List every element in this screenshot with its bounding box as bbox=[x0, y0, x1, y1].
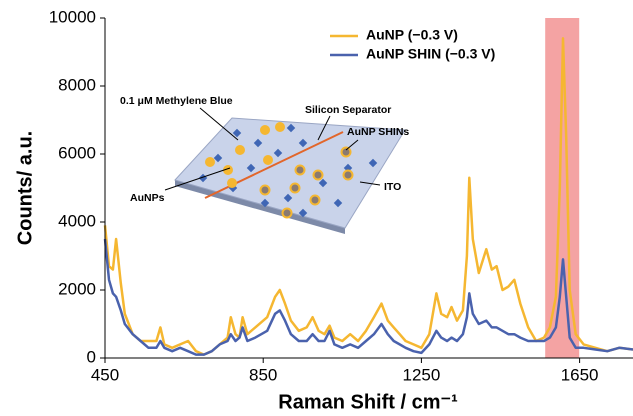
series-line bbox=[103, 37, 633, 356]
y-tick-label: 10000 bbox=[49, 7, 96, 26]
inset-label: AuNP SHINs bbox=[347, 126, 409, 138]
x-tick-label: 450 bbox=[91, 365, 119, 384]
x-tick-label: 1250 bbox=[402, 365, 440, 384]
separator bbox=[204, 131, 344, 199]
substrate-edge bbox=[175, 180, 345, 234]
y-tick-label: 8000 bbox=[58, 75, 96, 94]
nanoparticles bbox=[205, 122, 285, 188]
y-axis-title: Counts/ a.u. bbox=[14, 131, 36, 245]
inset-diagram: 0.1 μM Methylene Blue Silicon Separator … bbox=[120, 95, 409, 234]
inset-label: AuNPs bbox=[130, 192, 165, 204]
inset-label: 0.1 μM Methylene Blue bbox=[120, 95, 233, 107]
y-tick-label: 2000 bbox=[58, 279, 96, 298]
inset-label: Silicon Separator bbox=[305, 104, 391, 116]
y-tick-label: 0 bbox=[87, 347, 96, 366]
x-tick-label: 850 bbox=[249, 365, 277, 384]
x-tick-label: 1650 bbox=[561, 365, 599, 384]
series-line bbox=[103, 238, 633, 356]
x-axis-title: Raman Shift / cm⁻¹ bbox=[278, 391, 458, 413]
molecules bbox=[198, 123, 378, 218]
inset-label: ITO bbox=[384, 181, 401, 193]
legend-label: AuNP SHIN (−0.3 V) bbox=[366, 46, 495, 62]
shins bbox=[259, 146, 354, 219]
y-tick-label: 4000 bbox=[58, 211, 96, 230]
legend-label: AuNP (−0.3 V) bbox=[366, 27, 458, 43]
callouts bbox=[164, 107, 381, 191]
y-tick-label: 6000 bbox=[58, 143, 96, 162]
